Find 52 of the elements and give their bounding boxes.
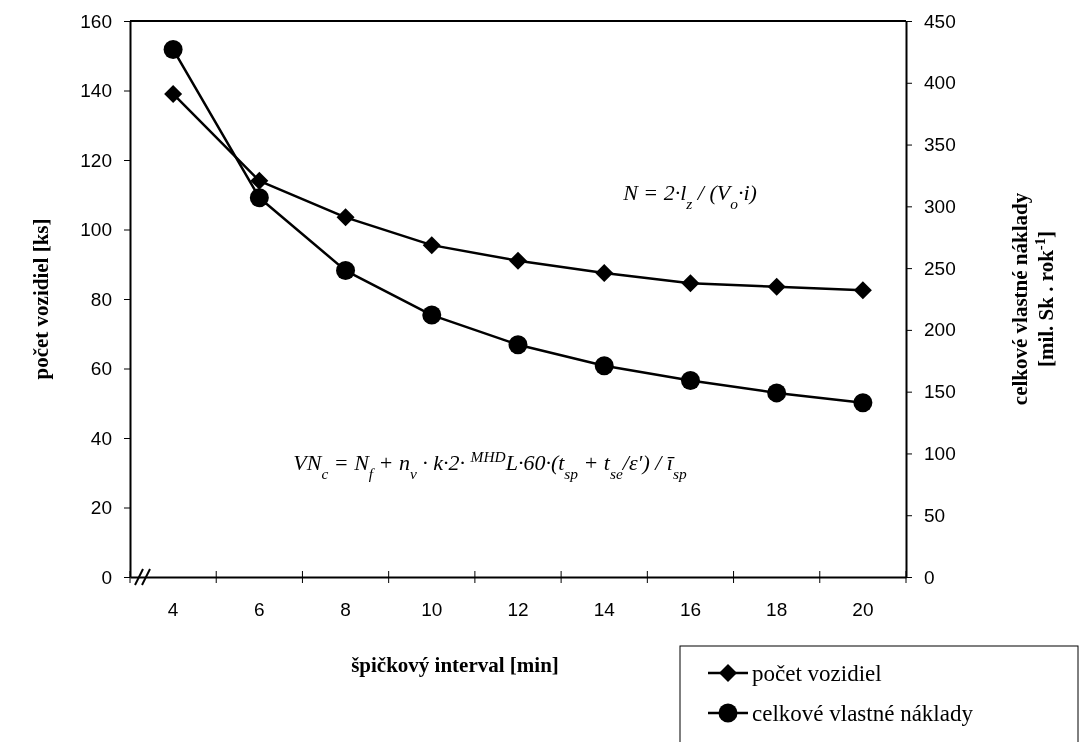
x-tick-label: 4 xyxy=(167,599,179,621)
x-tick-label: 16 xyxy=(679,599,702,621)
point xyxy=(164,84,183,103)
point xyxy=(681,274,700,293)
y-tick-label: 160 xyxy=(80,10,112,32)
point xyxy=(853,393,873,413)
point xyxy=(336,261,356,281)
x-tick-label: 20 xyxy=(852,599,874,621)
x-tick-label: 18 xyxy=(766,599,788,621)
y-tick-label: 20 xyxy=(90,497,112,519)
x-tick-label: 14 xyxy=(593,599,616,621)
legend-label: počet vozidiel xyxy=(752,661,882,686)
y2-tick-label: 350 xyxy=(924,134,956,156)
x-axis-title: špičkový interval [min] xyxy=(351,653,559,677)
text: VN$_{c}$ = N$_{f}$ + n$_{v}$ · k·2· $^{MHD}$L·60·(t$_{sp}$ + t$_{se}$/ε′) / ī$_{sp}$ xyxy=(293,447,687,482)
y2-tick-label: 200 xyxy=(924,319,956,341)
legend-label: celkové vlastné náklady xyxy=(752,701,974,726)
x-tick-label: 6 xyxy=(254,599,265,621)
y-tick-label: 60 xyxy=(90,358,112,380)
point xyxy=(422,236,441,255)
y-axis-title: počet vozidiel [ks] xyxy=(29,218,53,380)
point xyxy=(767,277,786,296)
y-tick-label: 80 xyxy=(90,288,112,310)
point xyxy=(250,171,269,190)
point xyxy=(422,305,442,325)
y2-tick-label: 50 xyxy=(924,504,946,526)
y2-tick-label: 0 xyxy=(924,566,935,588)
y2-tick-label: 250 xyxy=(924,257,956,279)
annotation: N = 2·l$_{z}$ / (V$_{o}$·i) xyxy=(622,180,757,212)
x-tick-label: 12 xyxy=(507,599,529,621)
point xyxy=(509,251,527,270)
point xyxy=(767,383,787,403)
point xyxy=(336,208,355,227)
point xyxy=(508,335,528,355)
point xyxy=(249,188,269,208)
y2-tick-label: 400 xyxy=(924,72,956,94)
y2-tick-label: 100 xyxy=(924,443,956,465)
point xyxy=(595,263,614,282)
y-tick-label: 140 xyxy=(80,80,112,102)
y2-tick-label: 300 xyxy=(924,195,956,217)
y2-tick-label: 450 xyxy=(924,10,956,32)
y2-tick-label: 150 xyxy=(924,381,956,403)
y-tick-label: 0 xyxy=(101,566,112,588)
point xyxy=(853,281,872,300)
y-tick-label: 120 xyxy=(80,149,112,171)
point xyxy=(680,371,700,391)
x-tick-label: 10 xyxy=(421,599,443,621)
point xyxy=(163,39,183,59)
y-tick-label: 40 xyxy=(90,427,112,449)
point xyxy=(594,356,614,376)
y-tick-label: 100 xyxy=(80,219,112,241)
x-tick-label: 8 xyxy=(340,599,351,621)
